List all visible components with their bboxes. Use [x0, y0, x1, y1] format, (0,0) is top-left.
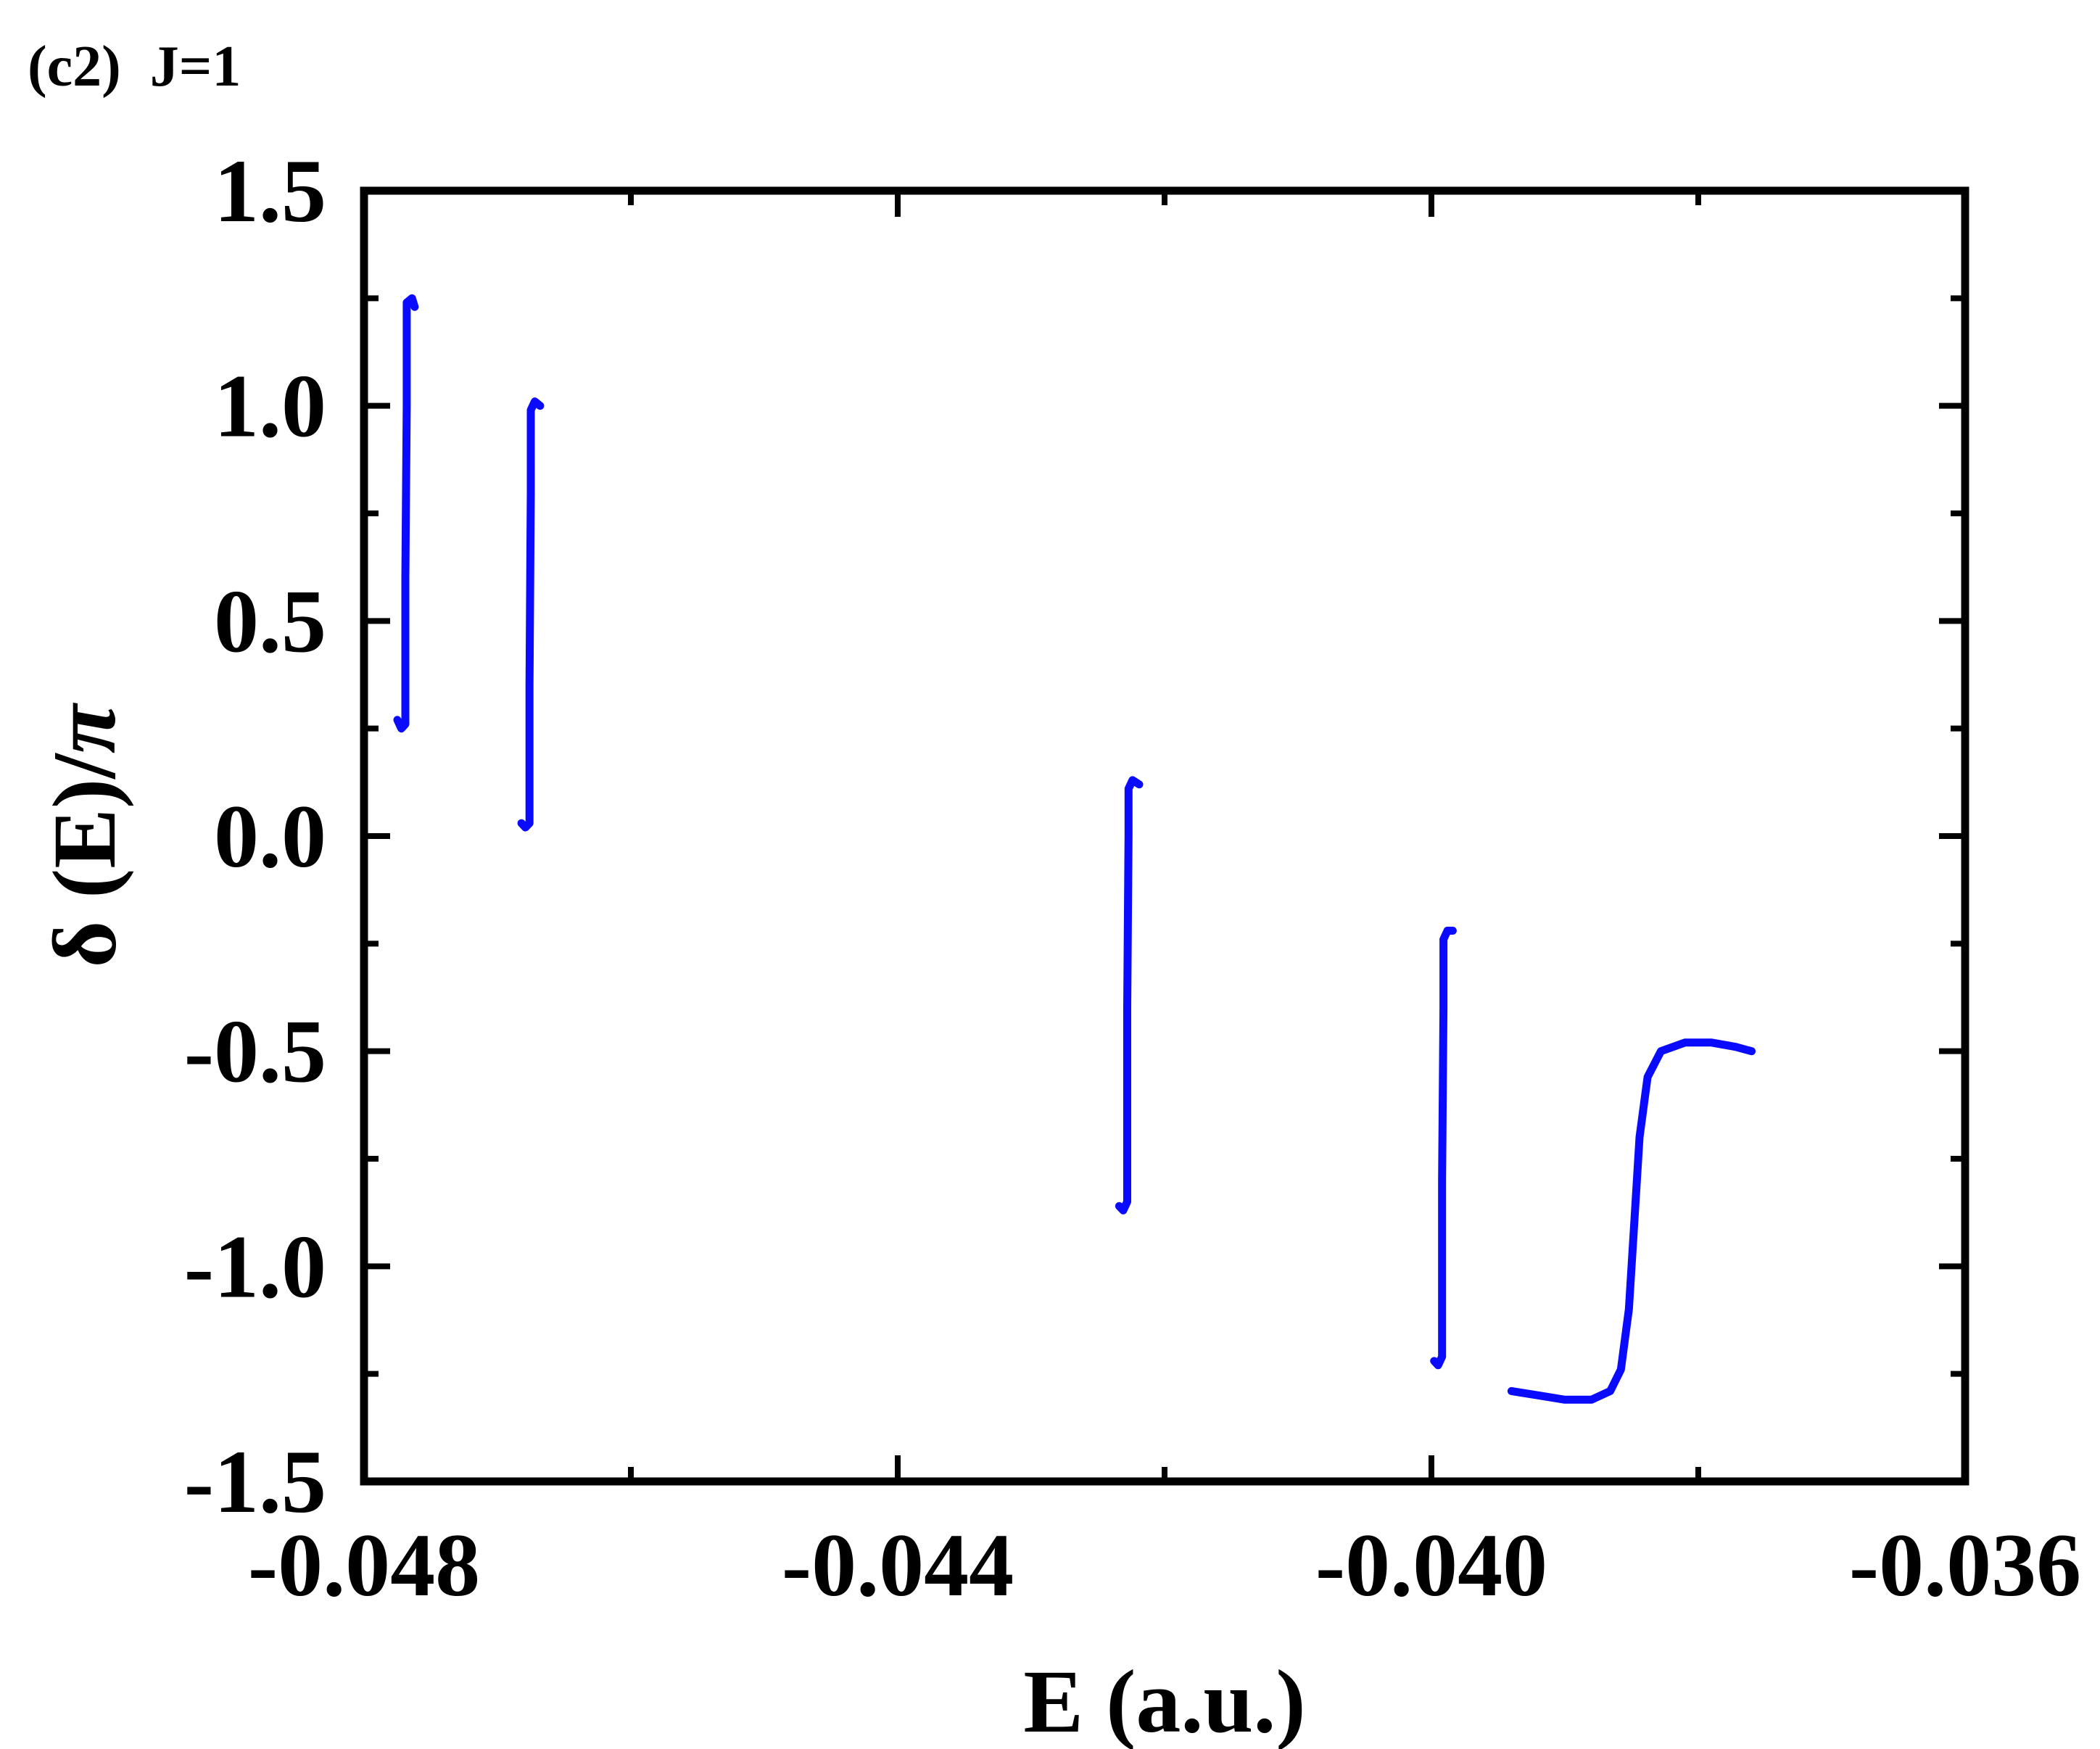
y-axis-title-pi: π: [35, 702, 134, 753]
y-tick-label: -0.5: [184, 1002, 326, 1101]
x-axis-title: E (a.u.): [1023, 1652, 1305, 1749]
y-tick-label: 1.5: [214, 141, 326, 241]
y-axis-title-delta: δ: [35, 921, 134, 967]
series-layer: [393, 294, 1756, 1404]
tick-layer: [361, 188, 1968, 1484]
y-axis-title: δ (E)/π: [35, 702, 134, 967]
phase-segment-5: [1507, 1038, 1756, 1404]
phase-segment-4: [1430, 927, 1457, 1370]
x-tick-label: -0.036: [1849, 1516, 2081, 1615]
plot-frame: [360, 186, 1969, 1486]
panel-label: (c2) J=1: [28, 35, 241, 99]
y-tick-label: -1.5: [184, 1432, 326, 1531]
x-tick-label: -0.044: [782, 1516, 1014, 1615]
x-tick-label: -0.048: [248, 1516, 480, 1615]
phase-segment-2: [517, 397, 545, 832]
y-tick-label: -1.0: [184, 1217, 326, 1316]
tick-label-layer: -0.048 -0.044 -0.040 -0.036 -1.5 -1.0 -0.5 0.0 0…: [184, 141, 2081, 1615]
y-tick-label: 0.5: [214, 571, 326, 671]
y-axis-title-body: (E)/: [35, 753, 134, 921]
phase-segment-3: [1115, 776, 1144, 1215]
x-tick-label: -0.040: [1315, 1516, 1547, 1615]
phase-segment-1: [393, 294, 419, 733]
y-tick-label: 0.0: [214, 787, 326, 886]
y-tick-label: 1.0: [214, 357, 326, 456]
